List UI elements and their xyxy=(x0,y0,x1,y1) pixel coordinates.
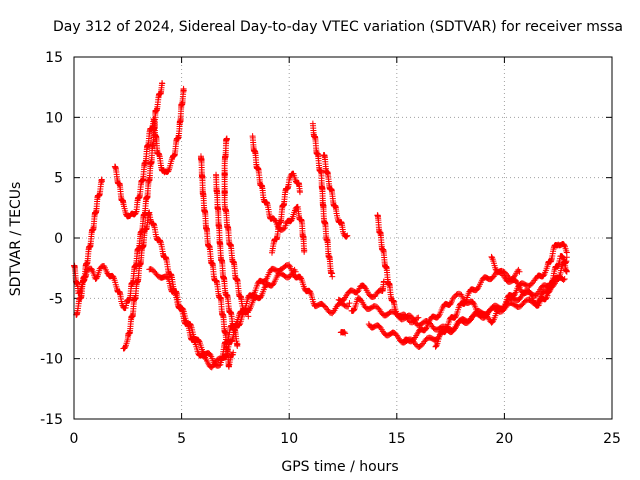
series-pass-6 xyxy=(197,153,237,370)
data-point xyxy=(452,313,459,320)
plot-frame xyxy=(73,56,613,420)
series-pass-5 xyxy=(146,261,353,371)
data-point xyxy=(341,329,348,336)
data-point xyxy=(151,268,158,275)
x-tick-label: 10 xyxy=(280,431,298,447)
y-tick-label: -15 xyxy=(40,412,63,428)
data-point xyxy=(257,293,264,300)
data-point xyxy=(132,209,139,216)
data-point xyxy=(346,300,353,307)
data-point xyxy=(121,344,128,351)
data-point xyxy=(343,233,350,240)
data-point xyxy=(164,274,171,281)
data-point xyxy=(516,268,523,275)
data-point xyxy=(560,276,567,283)
y-tick-labels: -15 -10 -5 0 5 10 15 xyxy=(40,50,63,428)
chart-title: Day 312 of 2024, Sidereal Day-to-day VTE… xyxy=(53,19,623,35)
data-point xyxy=(288,216,295,223)
data-point xyxy=(510,275,517,282)
series-pass-16 xyxy=(374,212,422,326)
data-point xyxy=(500,305,507,312)
data-point xyxy=(329,273,336,280)
y-tick-label: 0 xyxy=(54,231,63,247)
y-tick-label: 15 xyxy=(45,50,63,66)
data-point xyxy=(465,318,472,325)
data-point xyxy=(527,289,534,296)
data-point xyxy=(559,253,566,260)
data-point xyxy=(540,272,547,279)
x-tick-labels: 0 5 10 15 20 25 xyxy=(70,431,621,447)
series-pass-10 xyxy=(268,170,303,256)
y-tick-label: -10 xyxy=(40,352,63,368)
x-tick-label: 5 xyxy=(177,431,186,447)
data-point xyxy=(250,292,257,299)
series-pass-8 xyxy=(221,135,252,320)
data-point xyxy=(165,167,172,174)
data-point xyxy=(159,80,166,87)
data-point xyxy=(344,232,351,239)
data-point xyxy=(489,254,496,261)
data-point xyxy=(245,313,252,320)
data-point xyxy=(563,268,570,275)
data-point xyxy=(543,295,550,302)
data-point xyxy=(301,247,308,254)
data-point xyxy=(561,276,568,283)
data-point xyxy=(354,288,361,295)
data-point xyxy=(110,274,117,281)
y-tick-label: 10 xyxy=(45,110,63,126)
data-point xyxy=(270,281,277,288)
data-point xyxy=(563,249,570,256)
series-pass-2 xyxy=(73,176,105,318)
data-point xyxy=(442,328,449,335)
data-point xyxy=(297,274,304,281)
data-point xyxy=(244,309,251,316)
series-pass-3 xyxy=(111,85,187,220)
x-axis-label: GPS time / hours xyxy=(281,459,398,475)
y-axis-label: SDTVAR / TECUs xyxy=(8,182,24,297)
data-point xyxy=(93,274,100,281)
x-tick-label: 15 xyxy=(388,431,406,447)
data-point xyxy=(357,296,364,303)
data-point xyxy=(345,303,352,310)
data-point xyxy=(296,189,303,196)
series-pass-14 xyxy=(337,328,349,337)
data-point xyxy=(415,314,422,321)
series-pass-11 xyxy=(309,120,336,280)
x-tick-label: 20 xyxy=(495,431,513,447)
y-tick-label: -5 xyxy=(49,291,63,307)
y-tick-label: 5 xyxy=(54,171,63,187)
data-point xyxy=(342,330,349,337)
series-pass-1 xyxy=(71,80,166,312)
x-tick-label: 25 xyxy=(603,431,621,447)
data-point xyxy=(180,87,187,94)
series-pass-13 xyxy=(335,278,387,305)
series-pass-12 xyxy=(320,152,351,240)
series-pass-20 xyxy=(488,253,523,283)
data-point xyxy=(88,266,95,273)
series-pass-7 xyxy=(213,171,241,349)
data-point xyxy=(280,225,287,232)
data-point xyxy=(561,242,568,249)
x-tick-label: 0 xyxy=(70,431,79,447)
data-point xyxy=(230,349,237,356)
data-point xyxy=(433,343,440,350)
data-point xyxy=(462,299,469,306)
data-point xyxy=(234,341,241,348)
data-point xyxy=(447,300,454,307)
data-point xyxy=(307,288,314,295)
data-point xyxy=(232,321,239,328)
data-point xyxy=(98,178,105,185)
data-point xyxy=(191,338,198,345)
data-points xyxy=(71,80,570,371)
data-point xyxy=(408,314,415,321)
data-point xyxy=(392,330,399,337)
data-point xyxy=(286,262,293,269)
